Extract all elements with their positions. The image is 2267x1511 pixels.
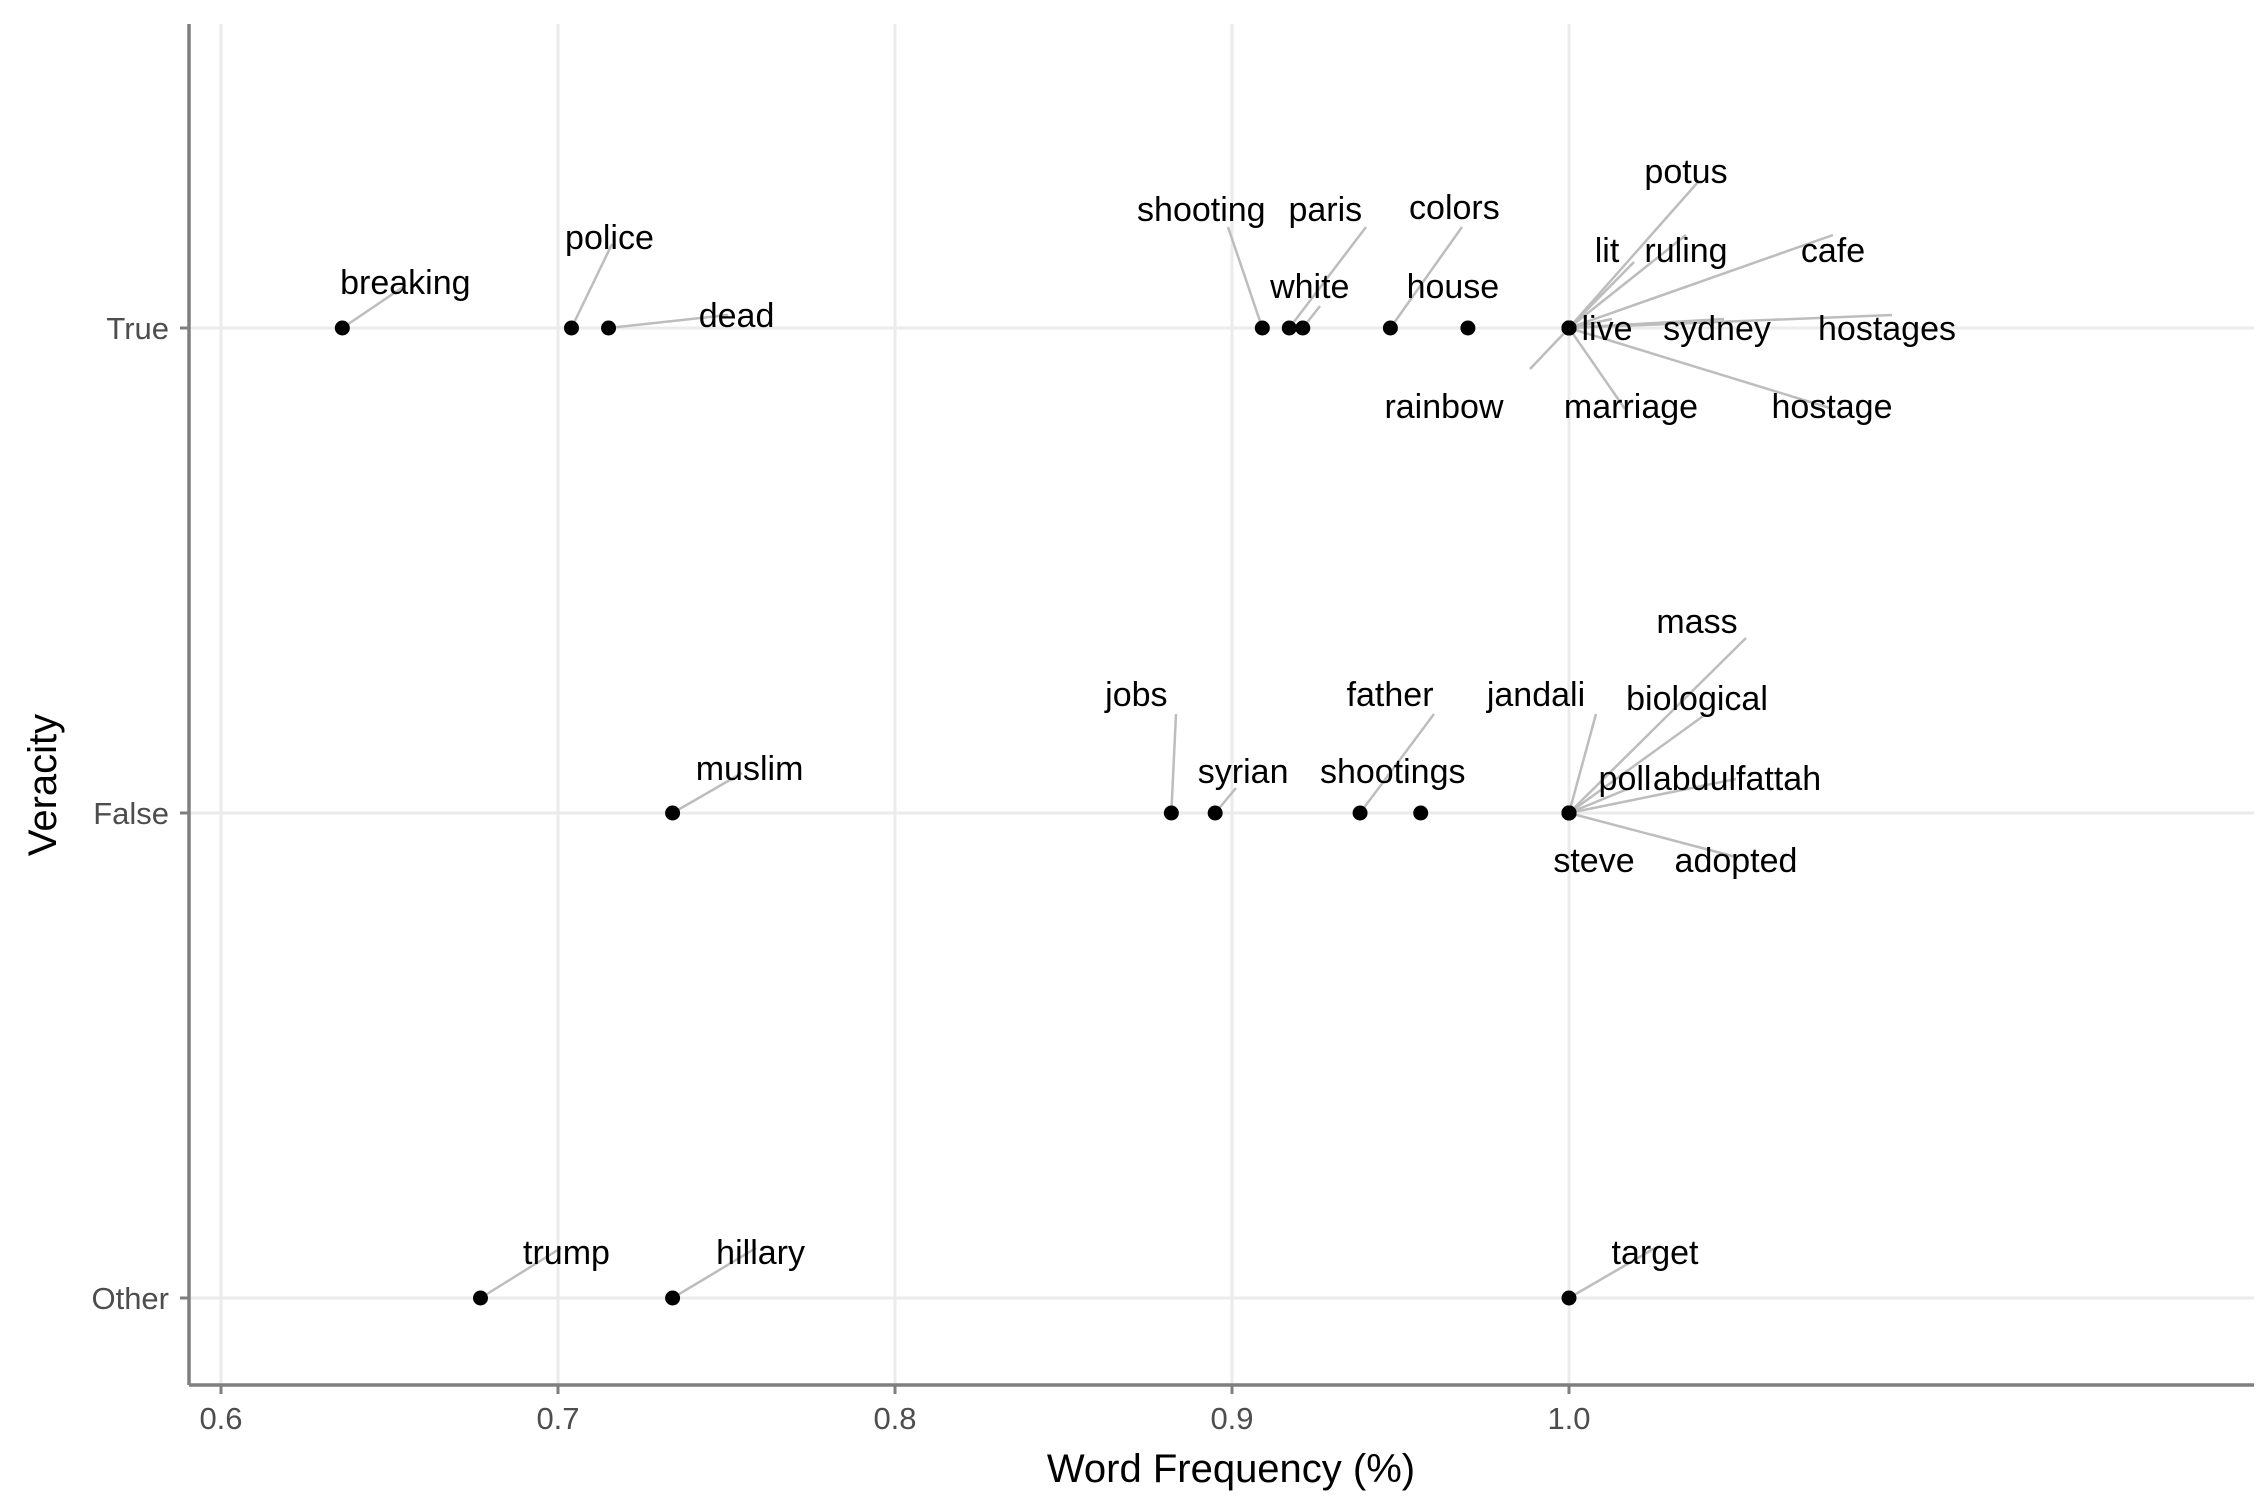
x-tick-label: 0.6 (199, 1401, 242, 1436)
point-label-jobs: jobs (1104, 676, 1167, 714)
point-label-father: father (1347, 676, 1434, 714)
point-label-poll: poll (1599, 760, 1652, 798)
point-adopted (1561, 805, 1577, 821)
leader-line-ruling (1568, 234, 1687, 329)
point-jobs (1163, 805, 1179, 821)
point-label-shooting: shooting (1137, 191, 1266, 229)
point-label-sydney: sydney (1663, 310, 1771, 348)
point-police (563, 320, 579, 336)
leader-line-muslim (671, 771, 743, 815)
point-label-abdulfattah: abdulfattah (1653, 760, 1821, 798)
y-tick-label: True (106, 311, 169, 346)
leader-line-biological (1568, 712, 1707, 815)
point-label-white: white (1269, 268, 1349, 306)
point-house (1460, 320, 1476, 336)
point-breaking (334, 320, 350, 336)
point-label-lit: lit (1595, 232, 1620, 270)
point-white (1295, 320, 1311, 336)
point-label-target: target (1612, 1234, 1699, 1272)
leader-line-dead (608, 313, 729, 330)
point-label-syrian: syrian (1198, 753, 1289, 791)
point-label-steve: steve (1553, 842, 1634, 880)
leader-line-police (570, 243, 614, 329)
point-father (1352, 805, 1368, 821)
point-label-ruling: ruling (1644, 232, 1727, 270)
point-label-shootings: shootings (1320, 753, 1466, 791)
point-label-paris: paris (1288, 191, 1362, 229)
leader-line-mass (1568, 637, 1747, 814)
leader-line-father (1359, 713, 1436, 814)
leader-line-adopted (1568, 811, 1737, 859)
x-tick-label: 0.8 (873, 1401, 916, 1436)
y-tick-label: Other (91, 1281, 169, 1316)
point-label-police: police (565, 219, 654, 257)
leader-line-potus (1568, 181, 1699, 329)
point-hillary (665, 1290, 681, 1306)
point-label-mass: mass (1656, 603, 1737, 641)
x-tick-label: 0.7 (536, 1401, 579, 1436)
leader-line-trump (479, 1246, 562, 1300)
point-label-dead: dead (699, 297, 775, 335)
leader-line-abdulfattah (1568, 777, 1737, 815)
y-tick-label: False (93, 796, 169, 831)
point-label-house: house (1407, 268, 1500, 306)
leader-line-target (1568, 1246, 1656, 1300)
axes: 0.6 0.7 0.8 0.9 1.0 Other False True (91, 24, 2254, 1436)
point-label-breaking: breaking (340, 264, 470, 302)
leader-line-shooting (1226, 226, 1264, 329)
leader-line-colors (1389, 226, 1464, 329)
leader-line-hostage (1568, 326, 1834, 411)
leader-line-jandali (1567, 713, 1598, 814)
leader-line-rainbow (1529, 327, 1570, 370)
point-dead (601, 320, 617, 336)
point-labels: breaking police dead shooting paris white colo… (340, 153, 1956, 1272)
point-label-jandali: jandali (1486, 676, 1585, 714)
point-colors (1382, 320, 1398, 336)
y-axis-title: Veracity (21, 714, 65, 856)
point-label-trump: trump (523, 1234, 610, 1272)
point-label-adopted: adopted (1675, 842, 1798, 880)
point-label-biological: biological (1626, 680, 1768, 718)
point-paris (1281, 320, 1297, 336)
point-label-hillary: hillary (716, 1234, 805, 1272)
x-tick-label: 0.9 (1210, 1401, 1253, 1436)
point-muslim (665, 805, 681, 821)
leader-line-hostages (1568, 313, 1893, 330)
point-shootings (1413, 805, 1429, 821)
leader-line-cafe (1568, 233, 1834, 330)
leader-line-jobs (1170, 713, 1178, 814)
data-points (334, 320, 1577, 1306)
point-label-rainbow: rainbow (1384, 388, 1504, 426)
leader-line-lit (1568, 261, 1635, 329)
label-leader-lines (341, 181, 1893, 1300)
point-label-marriage: marriage (1564, 388, 1698, 426)
point-hostage (1561, 320, 1577, 336)
point-label-hostages: hostages (1818, 310, 1956, 348)
point-label-live: live (1581, 310, 1632, 348)
point-label-hostage: hostage (1772, 388, 1893, 426)
point-shooting (1254, 320, 1270, 336)
x-axis-title: Word Frequency (%) (1047, 1447, 1415, 1491)
point-syrian (1207, 805, 1223, 821)
point-label-cafe: cafe (1801, 232, 1865, 270)
leader-line-marriage (1567, 327, 1627, 410)
point-target (1561, 1290, 1577, 1306)
leader-line-poll (1568, 786, 1631, 815)
leader-line-hillary (671, 1246, 757, 1300)
point-trump (472, 1290, 488, 1306)
x-tick-label: 1.0 (1547, 1401, 1590, 1436)
point-label-potus: potus (1644, 153, 1727, 191)
point-label-muslim: muslim (696, 750, 804, 788)
point-label-colors: colors (1409, 189, 1500, 227)
leader-line-breaking (341, 283, 407, 330)
leader-line-paris (1288, 226, 1367, 329)
